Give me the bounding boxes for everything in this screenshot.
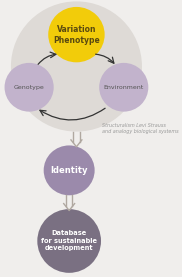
Text: Environment: Environment [104, 85, 144, 90]
Ellipse shape [37, 209, 101, 273]
Ellipse shape [48, 7, 105, 62]
Ellipse shape [5, 63, 54, 112]
Text: Variation
Phenotype: Variation Phenotype [53, 25, 100, 45]
Ellipse shape [44, 145, 95, 195]
Text: Database
for sustainable
development: Database for sustainable development [41, 230, 97, 252]
Ellipse shape [99, 63, 148, 112]
Text: Genotype: Genotype [14, 85, 44, 90]
Ellipse shape [11, 1, 142, 132]
Text: Structuralism Levi Strauss
and analogy biological systems: Structuralism Levi Strauss and analogy b… [102, 123, 179, 134]
Text: Identity: Identity [50, 166, 88, 175]
